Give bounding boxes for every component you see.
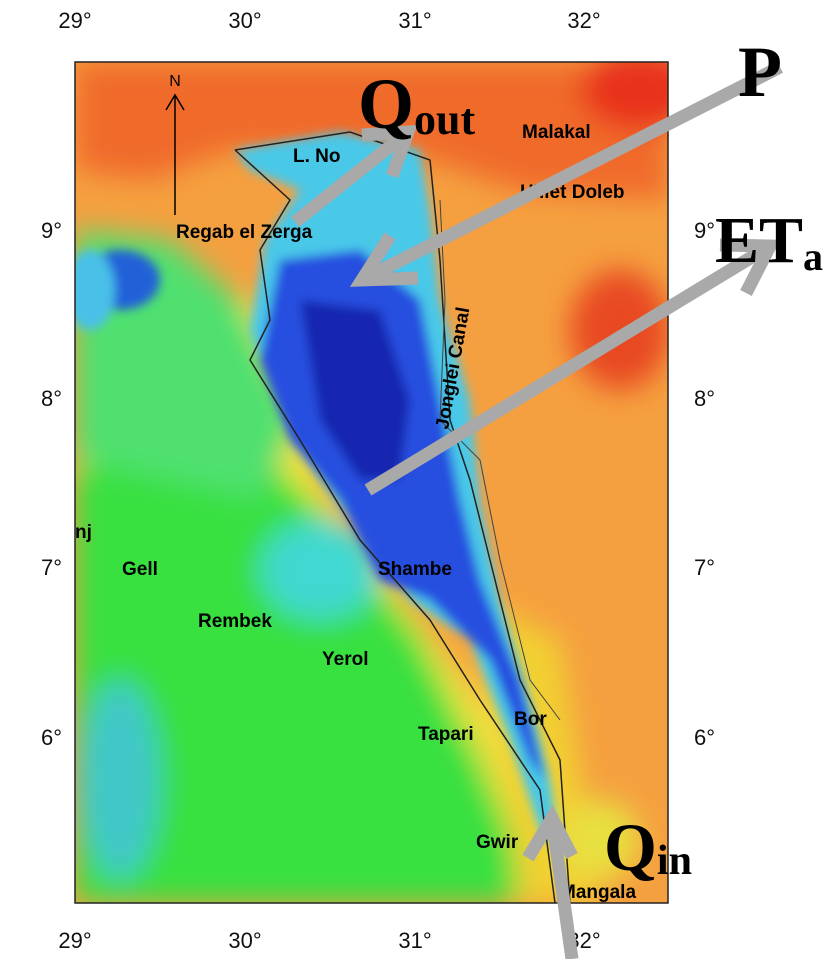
lat-label: 6° [41,725,62,750]
lat-label: 7° [694,555,715,580]
lon-label: 30° [228,8,261,33]
lon-label: 29° [58,928,91,953]
lat-label: 8° [694,386,715,411]
place-label: Gell [122,559,158,580]
flux-label-et: ETa [715,204,823,279]
flux-subscript: out [414,95,475,144]
place-label: Malakal [522,122,591,143]
lat-label: 9° [694,218,715,243]
flux-label-q-in: Qin [604,809,692,885]
place-label: Tapari [418,724,474,745]
place-label: nj [75,522,92,543]
lon-label: 31° [398,8,431,33]
place-label: Yerol [322,649,368,670]
flux-symbol: Q [358,64,414,144]
place-label: Rembek [198,611,272,632]
flux-symbol: ET [715,204,803,277]
north-label: N [169,73,181,90]
flux-label-p: P [738,32,782,112]
lon-label: 29° [58,8,91,33]
lat-label: 7° [41,555,62,580]
lon-label: 30° [228,928,261,953]
place-label: Mangala [560,882,636,903]
flux-subscript: a [803,234,823,279]
lat-label: 9° [41,218,62,243]
lat-label: 6° [694,725,715,750]
flux-subscript: in [657,838,692,884]
map-figure: 29° 30° 31° 32° 29° 30° 31° 32° 9° 8° 7°… [0,0,832,959]
lon-label: 32° [567,8,600,33]
lon-label: 31° [398,928,431,953]
place-label: Bor [514,709,547,730]
place-label: Shambe [378,559,452,580]
lat-label: 8° [41,386,62,411]
flux-symbol: Q [604,809,657,885]
place-label: Regab el Zerga [176,222,313,243]
place-label: Gwir [476,832,519,853]
place-label: L. No [293,146,341,167]
